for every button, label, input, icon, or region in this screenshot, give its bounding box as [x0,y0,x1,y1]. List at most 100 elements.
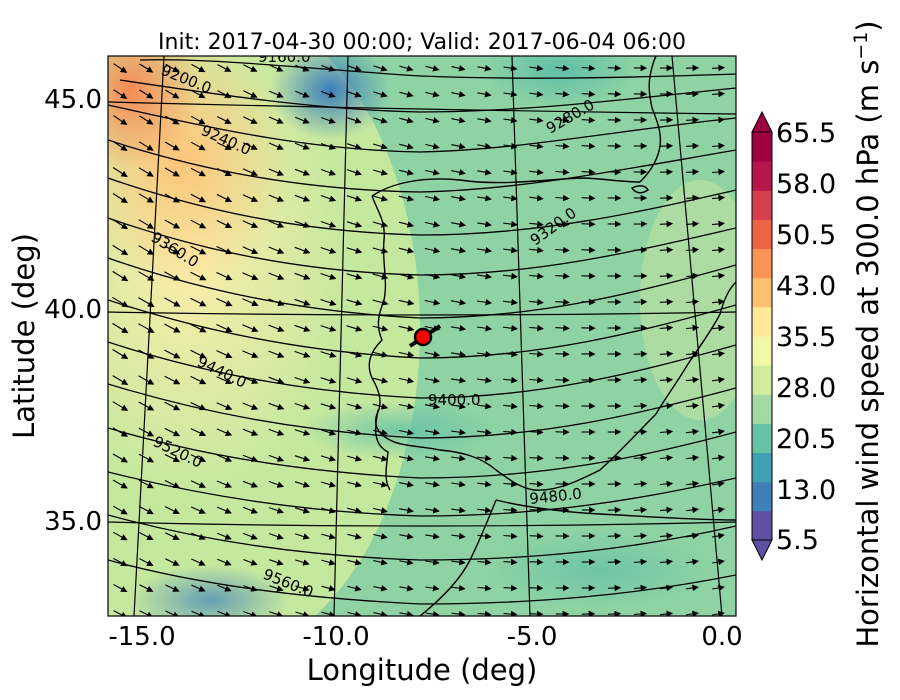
wind-arrow [164,271,181,281]
wind-arrow [269,64,284,72]
wind-arrow [165,558,180,566]
wind-arrow [555,90,570,98]
wind-arrow [425,558,440,566]
wind-arrow [477,246,492,254]
wind-arrow [372,325,389,332]
wind-arrow [477,194,492,202]
wind-arrow [242,298,259,307]
wind-arrow [216,220,233,229]
wind-arrow [477,168,492,176]
wind-arrow [712,558,725,566]
wind-arrow [321,559,336,566]
wind-arrow [398,377,415,384]
colorbar-label: Horizontal wind speed at 300.0 hPa (m s−… [850,20,885,647]
wind-arrow [112,244,129,256]
wind-arrow [451,506,466,514]
wind-arrow [451,143,466,150]
wind-arrow [425,117,440,124]
wind-arrow [190,323,207,333]
wind-arrow [164,454,181,463]
wind-arrow [373,559,388,566]
wind-arrow [139,532,154,541]
wind-arrow [712,376,725,384]
wind-arrow [112,296,129,308]
wind-arrow [399,91,414,98]
wind-arrow [451,454,466,462]
wind-arrow [320,403,337,410]
wind-arrow [529,532,544,540]
plot-title: Init: 2017-04-30 00:00; Valid: 2017-06-0… [158,30,686,55]
wind-arrow [503,116,518,124]
wind-arrow [321,585,336,592]
wind-arrow [268,116,284,124]
wind-arrow [477,584,492,592]
wind-arrow [164,375,181,385]
colorbar-frame [751,131,773,541]
wind-arrow [294,220,311,228]
wind-arrow [190,297,207,307]
wind-arrow [373,507,388,514]
wind-arrow [659,610,674,616]
wind-arrow [450,273,467,280]
wind-arrow [685,168,700,176]
wind-arrow [372,455,389,462]
y-axis-ticks: 45.0 40.0 35.0 [44,85,102,537]
wind-arrow [555,246,570,254]
wind-arrow [399,533,414,540]
wind-arrow [424,195,440,202]
coastline [368,56,736,616]
wind-arrow [112,349,129,360]
colorbar-segment [752,510,772,541]
wind-arrow [399,481,414,488]
wind-arrow [398,455,414,462]
wind-arrow [164,167,180,177]
wind-arrow [294,455,311,462]
wind-arrow [164,297,181,307]
wind-arrow [425,169,440,176]
colorbar-segment [752,277,772,308]
wind-arrow [712,90,725,98]
wind-arrow [555,272,570,280]
wind-arrow [477,376,492,384]
wind-arrow [633,532,648,540]
wind-arrow [451,480,466,488]
wind-arrow [243,64,258,72]
wind-arrow [424,299,441,306]
wind-arrow [529,272,544,280]
wind-arrow [165,610,180,616]
wind-arrow [112,141,128,152]
colorbar: 65.5 58.0 50.5 43.0 35.5 28.0 20.5 13.0 … [751,20,885,648]
wind-arrow [139,89,154,99]
wind-arrow [139,63,154,73]
wind-arrow [294,402,311,410]
wind-arrow [477,64,492,72]
wind-arrow [477,506,492,514]
wind-arrow [372,169,388,176]
wind-arrow [399,65,414,72]
wind-arrow [294,168,311,176]
wind-arrow [659,480,674,488]
wind-arrow [372,299,389,306]
wind-arrow [216,168,232,176]
wind-arrow [321,64,336,72]
wind-arrow [295,64,310,72]
wind-arrow [659,558,674,566]
wind-arrow [712,454,725,462]
wind-arrow [346,455,363,462]
wind-arrow [217,558,232,566]
wind-arrow [633,454,648,462]
wind-arrow [138,505,154,515]
wind-arrow [450,247,467,254]
wind-arrow [503,428,518,436]
wind-arrow [398,325,415,332]
wind-arrow [216,376,233,385]
wind-arrow [216,428,233,436]
colorbar-min-extension [751,539,773,562]
colorbar-tick-label: 28.0 [776,373,836,404]
wind-arrow [268,507,284,514]
wind-arrow [712,428,725,436]
wind-arrow [347,533,362,540]
wind-arrow [138,453,155,463]
wind-arrow [216,194,233,203]
wind-arrow [294,298,311,306]
